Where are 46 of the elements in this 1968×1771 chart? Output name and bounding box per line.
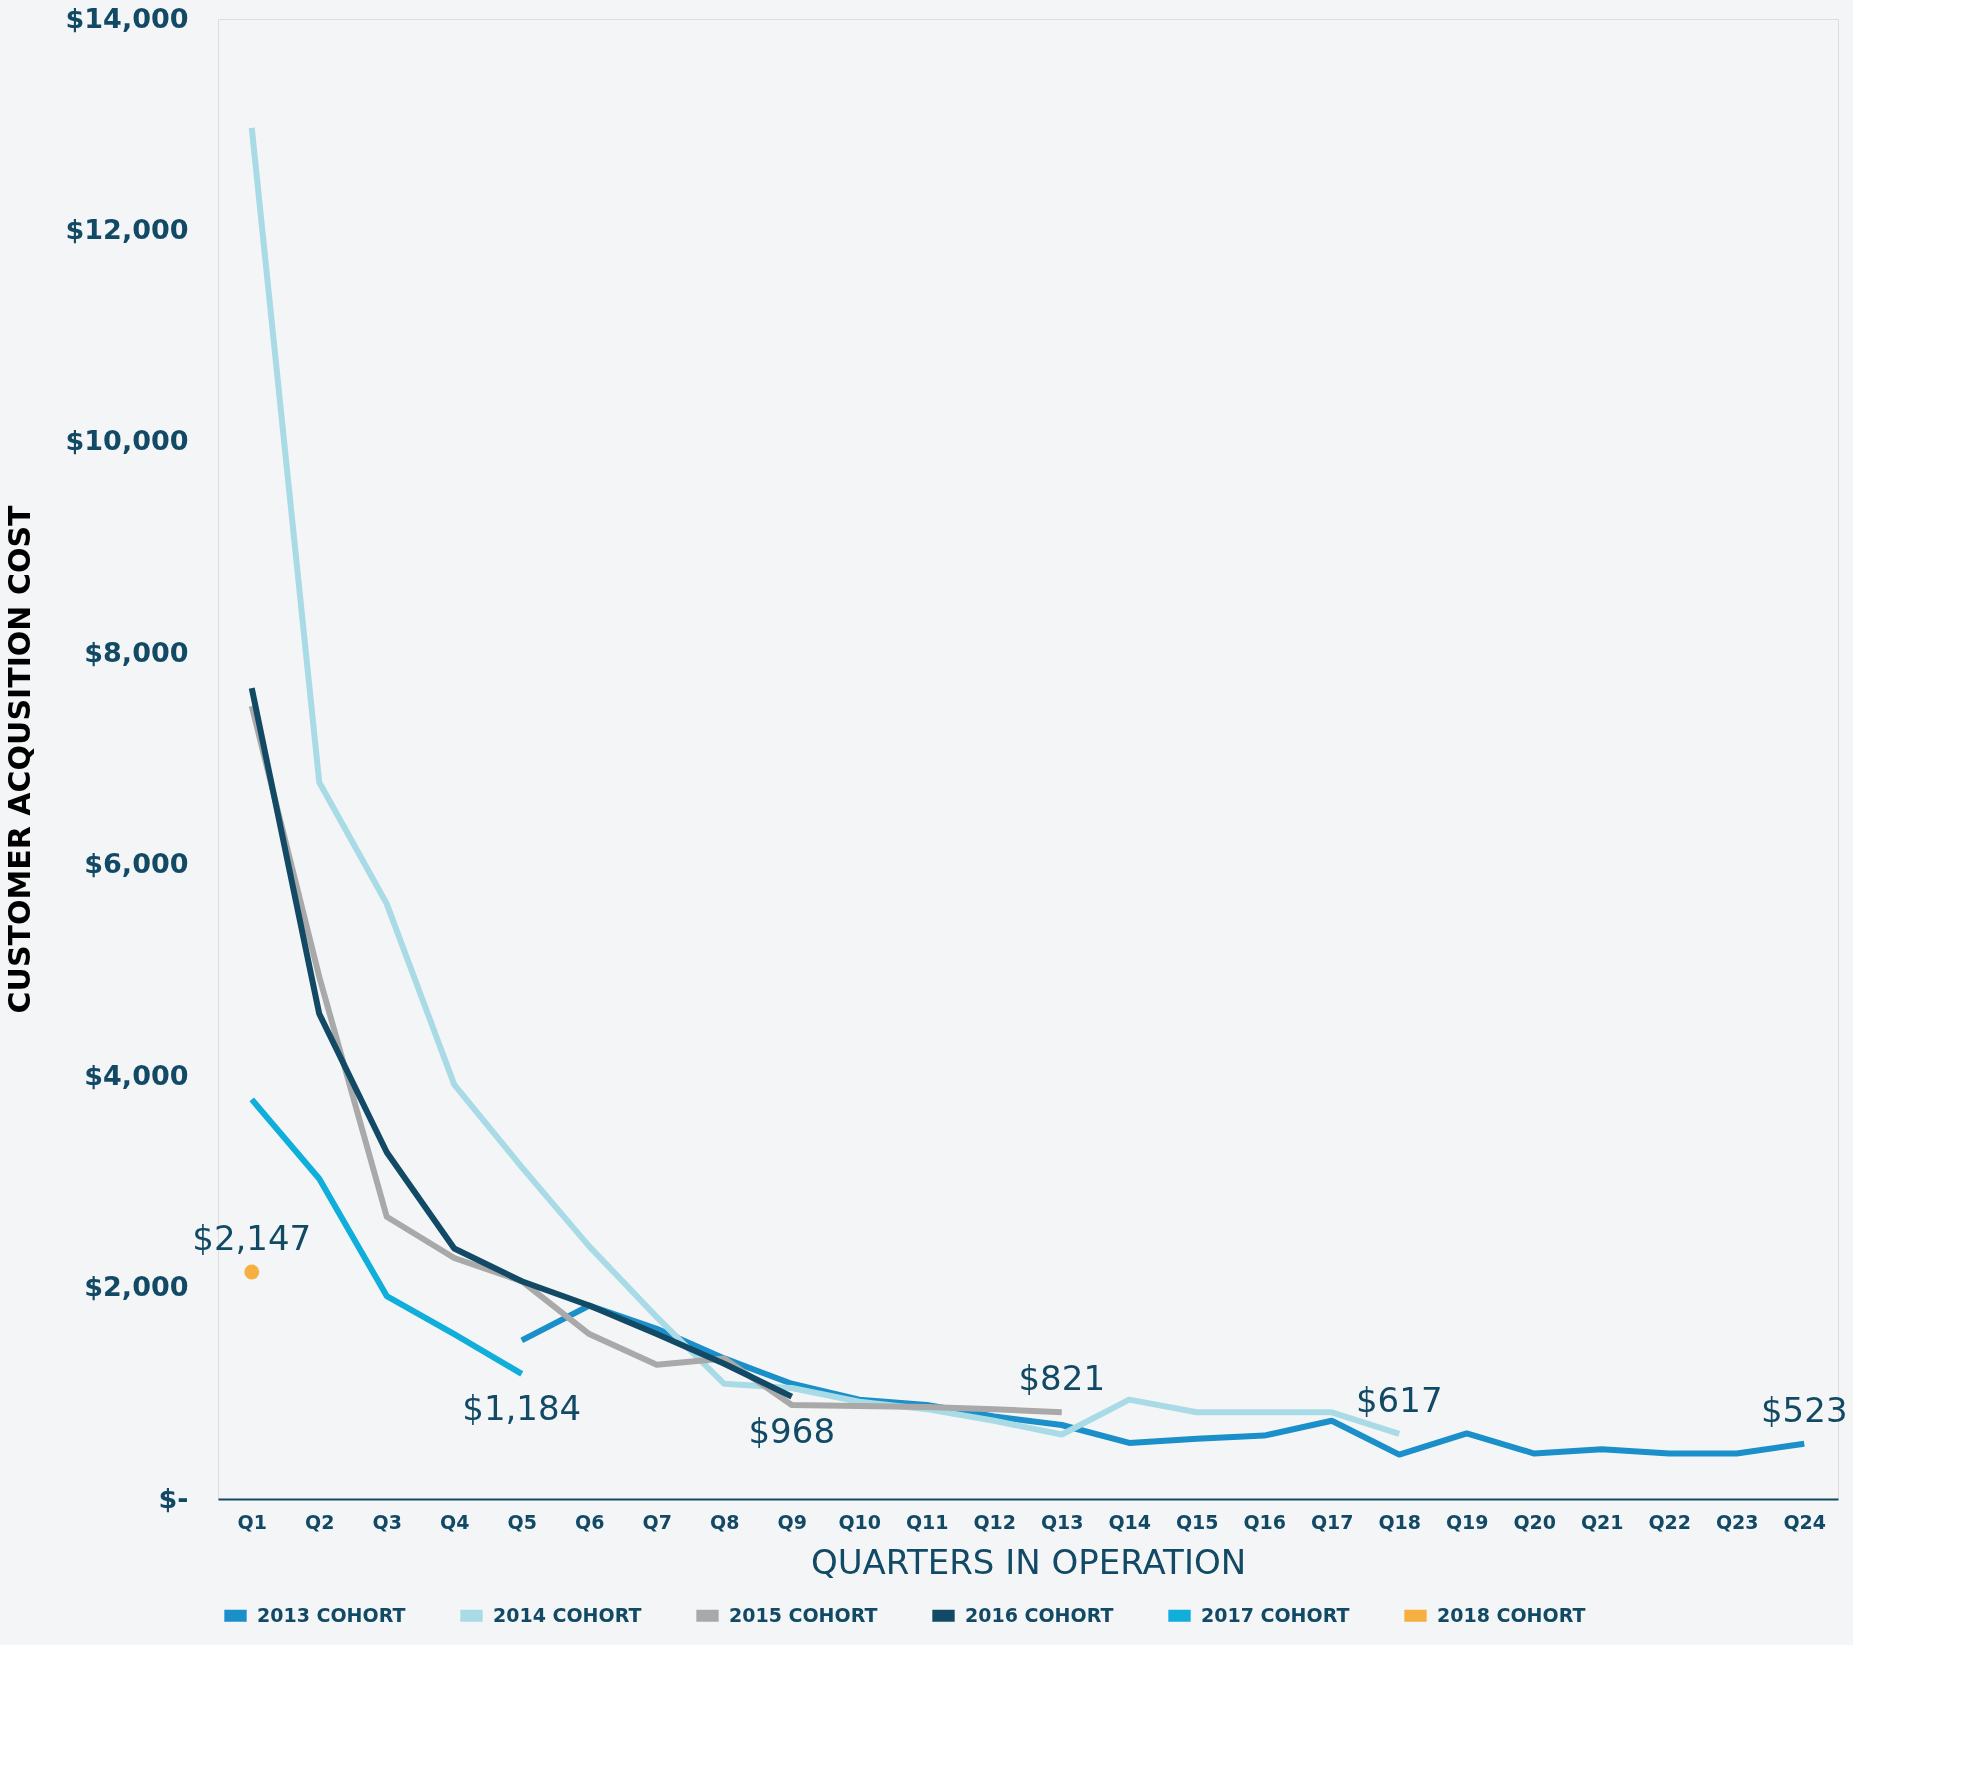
x-tick-label: Q17 (1310, 1510, 1354, 1533)
x-tick-label: Q24 (1783, 1510, 1827, 1533)
legend-label: 2014 COHORT (493, 1603, 642, 1626)
y-tick-label: $6,000 (84, 848, 189, 880)
x-tick-label: Q16 (1243, 1510, 1287, 1533)
y-tick-label: $14,000 (65, 2, 189, 34)
x-tick-label: Q9 (777, 1510, 807, 1533)
y-axis-title: CUSTOMER ACQUSITION COST (1, 504, 37, 1014)
x-tick-label: Q14 (1108, 1510, 1152, 1533)
x-tick-label: Q7 (642, 1510, 672, 1533)
y-tick-label: $- (158, 1482, 189, 1514)
legend-label: 2017 COHORT (1201, 1603, 1350, 1626)
y-tick-label: $4,000 (84, 1059, 189, 1091)
data-label: $1,184 (462, 1387, 582, 1428)
legend-label: 2013 COHORT (257, 1603, 406, 1626)
y-tick-label: $2,000 (84, 1271, 189, 1303)
x-tick-label: Q11 (905, 1510, 949, 1533)
x-tick-label: Q1 (237, 1510, 267, 1533)
x-tick-label: Q18 (1378, 1510, 1422, 1533)
y-tick-label: $10,000 (65, 425, 189, 457)
data-label: $617 (1355, 1379, 1443, 1420)
y-tick-label: $8,000 (84, 636, 189, 668)
x-tick-label: Q23 (1715, 1510, 1759, 1533)
x-tick-label: Q13 (1040, 1510, 1084, 1533)
data-label: $2,147 (192, 1218, 312, 1259)
data-label: $968 (748, 1410, 836, 1451)
x-tick-label: Q8 (710, 1510, 740, 1533)
x-tick-label: Q2 (305, 1510, 335, 1533)
x-tick-label: Q21 (1580, 1510, 1624, 1533)
x-tick-label: Q4 (440, 1510, 470, 1533)
legend-label: 2016 COHORT (965, 1603, 1114, 1626)
x-tick-label: Q22 (1648, 1510, 1692, 1533)
x-tick-label: Q15 (1175, 1510, 1219, 1533)
x-tick-label: Q20 (1513, 1510, 1557, 1533)
legend-label: 2018 COHORT (1437, 1603, 1586, 1626)
x-tick-label: Q5 (507, 1510, 537, 1533)
y-tick-label: $12,000 (65, 213, 189, 245)
x-tick-label: Q19 (1445, 1510, 1489, 1533)
x-tick-label: Q10 (838, 1510, 882, 1533)
x-tick-label: Q3 (372, 1510, 402, 1533)
data-label: $821 (1018, 1358, 1106, 1399)
legend-label: 2015 COHORT (729, 1603, 878, 1626)
x-axis-title: QUARTERS IN OPERATION (810, 1541, 1247, 1582)
data-label: $523 (1760, 1389, 1848, 1430)
x-tick-label: Q12 (973, 1510, 1017, 1533)
x-tick-label: Q6 (575, 1510, 605, 1533)
